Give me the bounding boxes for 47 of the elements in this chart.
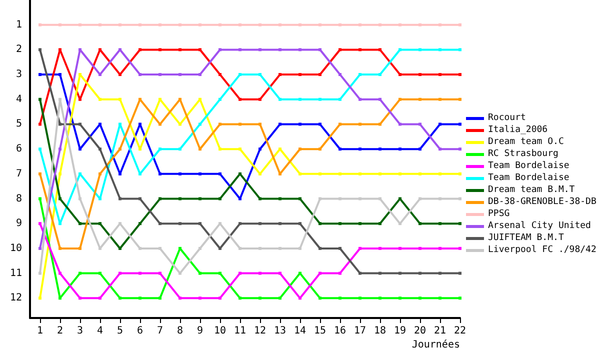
legend-label: PPSG [488,208,510,220]
x-tick-label: 7 [156,326,164,336]
y-tick-label: 2 [16,44,22,56]
legend-label: Team Bordelaise [488,172,570,184]
x-tick-label: 8 [176,326,184,336]
y-tick-label: 11 [10,268,22,279]
x-tick-label: 4 [96,326,104,336]
y-tick-label: 8 [16,193,22,204]
y-tick-label: 7 [16,168,22,180]
x-tick-label: 6 [136,326,144,336]
x-tick-label: 3 [76,326,84,336]
legend-label: Dream team O.C [488,136,564,148]
x-tick-label: 22 [454,326,466,336]
x-tick-label: 17 [354,326,366,336]
y-tick-label: 9 [16,218,22,230]
y-tick-label: 12 [10,292,22,304]
x-tick-label: 15 [314,326,326,336]
legend-label: Team Bordelaise [488,160,570,172]
y-tick-label: 3 [16,69,22,80]
legend-label: RC Strasbourg [488,148,558,160]
y-tick-label: 4 [16,94,22,105]
x-axis-title: Journées [412,340,460,350]
legend-label: Arsenal City United [488,220,591,232]
x-tick-label: 21 [434,326,446,336]
y-tick-label: 6 [16,144,22,155]
legend-label: Liverpool FC ./98/42 [488,244,596,256]
y-tick-label: 5 [16,118,22,130]
x-tick-label: 14 [294,326,306,336]
x-tick-label: 10 [214,326,226,336]
x-tick-label: 1 [36,326,44,336]
legend-label: JUIFTEAM B.M.T [488,232,564,244]
x-tick-label: 19 [394,326,406,336]
y-tick-label: 10 [10,242,22,254]
x-tick-label: 11 [234,326,246,336]
x-tick-label: 2 [56,326,64,336]
x-tick-label: 16 [334,326,346,336]
legend-label: Italia_2006 [488,124,548,136]
legend-label: Rocourt [488,112,526,124]
legend-label: DB-38-GRENOBLE-38-DB [488,196,596,208]
legend-label: Dream team B.M.T [488,184,575,196]
x-tick-label: 9 [196,326,204,336]
x-tick-label: 5 [116,326,124,336]
x-tick-label: 13 [274,326,286,336]
x-tick-label: 20 [414,326,426,336]
y-tick-label: 1 [16,19,22,30]
x-tick-label: 12 [254,326,266,336]
x-tick-label: 18 [374,326,386,336]
